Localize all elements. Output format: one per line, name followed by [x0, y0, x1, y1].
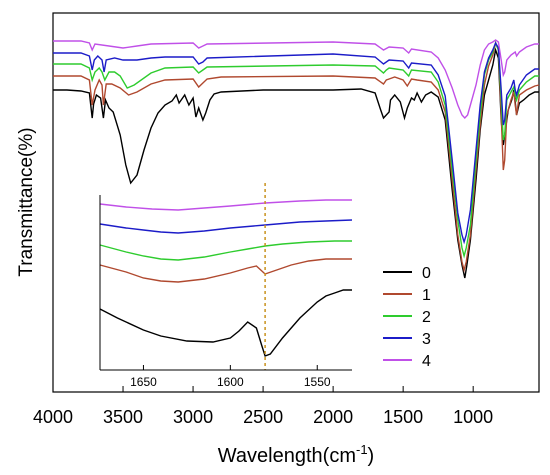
legend-label-1: 1	[422, 287, 431, 304]
inset-series-group	[99, 199, 353, 357]
legend-label-4: 4	[422, 353, 431, 370]
series-line-3	[53, 41, 539, 245]
x-tick-label: 1500	[383, 407, 423, 427]
inset-x-tick-label: 1650	[130, 375, 157, 389]
legend-label-0: 0	[422, 265, 431, 282]
x-axis-label-sup: -1	[356, 442, 368, 457]
plot-frame	[52, 12, 540, 393]
legend: 0 1 2 3 4	[383, 265, 431, 370]
x-tick-label: 3500	[103, 407, 143, 427]
inset-line-4	[99, 199, 352, 211]
inset-x-tick-label: 1600	[217, 375, 244, 389]
x-tick-label: 2500	[243, 407, 283, 427]
inset-line-3	[99, 219, 353, 234]
x-axis: 4000 3500 3000 2500 2000 1500 1000	[33, 386, 493, 427]
main-series-group	[53, 39, 540, 279]
x-tick-label: 2000	[313, 407, 353, 427]
inset-line-1	[99, 258, 352, 283]
series-line-2	[53, 40, 539, 259]
inset-x-tick-label: 1550	[304, 375, 331, 389]
series-line-1	[53, 40, 540, 273]
x-axis-label: Wavelength(cm-1)	[218, 442, 374, 467]
x-tick-label: 1000	[453, 407, 493, 427]
y-axis-label: Transmittance(%)	[16, 127, 37, 276]
inset-line-2	[99, 240, 352, 261]
legend-label-3: 3	[422, 331, 431, 348]
inset-background	[100, 195, 352, 370]
x-axis-label-tail: )	[368, 445, 375, 467]
inset-chart: 1650 1600 1550	[99, 183, 353, 389]
series-line-4	[53, 39, 539, 120]
inset-x-axis-ticks: 1650 1600 1550	[130, 365, 331, 389]
x-tick-label: 3000	[173, 407, 213, 427]
inset-line-0	[99, 289, 352, 357]
x-axis-label-main: Wavelength(cm	[218, 445, 356, 467]
legend-label-2: 2	[422, 309, 431, 326]
x-tick-label: 4000	[33, 407, 73, 427]
